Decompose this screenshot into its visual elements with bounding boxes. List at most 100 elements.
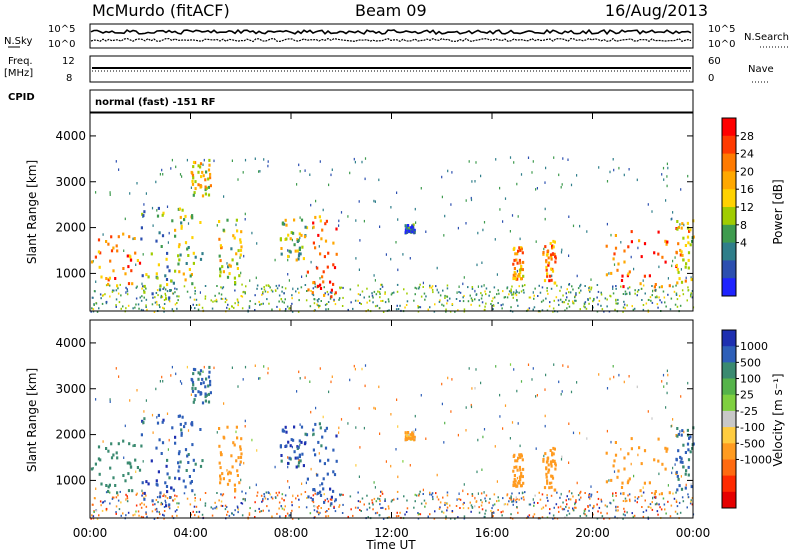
velocity-marks-cell: [497, 509, 499, 511]
power-marks-cell: [304, 169, 306, 172]
power-marks-feature-6-cell: [330, 288, 333, 292]
power-marks-cell: [606, 180, 609, 183]
velocity-marks-feature-6-cell: [326, 472, 329, 476]
velocity-marks-cell: [213, 366, 215, 370]
velocity-marks-feature-9-cell: [547, 456, 550, 460]
power-marks-feature-5-cell: [280, 247, 283, 250]
velocity-marks-cell: [590, 485, 592, 488]
power-marks-feature-4-cell: [238, 274, 241, 278]
power-marks-cell: [501, 307, 503, 310]
velocity-marks-cell: [201, 513, 204, 516]
power-marks-cell: [478, 304, 481, 307]
power-marks-cell: [288, 279, 290, 282]
power-marks-feature-1-cell: [155, 239, 158, 243]
velocity-marks-feature-0-cell: [138, 468, 142, 472]
power-marks-cell: [600, 304, 602, 307]
power-marks-cell: [330, 173, 332, 177]
velocity-marks-cell: [366, 494, 368, 497]
velocity-marks-cell: [367, 516, 369, 519]
power-marks-cell: [201, 306, 204, 309]
power-marks-feature-3-cell: [192, 176, 195, 180]
power-marks-cell: [674, 303, 677, 306]
velocity-marks-cell: [371, 499, 373, 502]
velocity-marks-cell: [95, 398, 97, 401]
power-marks-cell: [656, 295, 658, 298]
power-marks-cell: [598, 166, 600, 169]
power-marks-cell: [690, 292, 692, 295]
power-marks-cell: [179, 173, 182, 176]
velocity-marks-cell: [378, 385, 380, 389]
power-marks-feature-10-cell: [616, 268, 619, 272]
velocity-marks-cell: [469, 501, 471, 504]
power-marks-feature-0-cell: [97, 250, 100, 254]
power-marks-cell: [349, 171, 351, 175]
velocity-marks-feature-5-cell: [297, 464, 300, 468]
power-marks-cell: [417, 305, 419, 307]
velocity-marks-feature-8-cell: [517, 480, 521, 483]
velocity-marks-feature-1-cell: [141, 419, 144, 423]
velocity-marks-feature-3-cell: [204, 392, 207, 396]
velocity-marks-feature-7-cell: [407, 436, 410, 440]
velocity-marks-cell: [349, 495, 352, 498]
velocity-marks-cell: [418, 494, 420, 497]
velocity-marks-feature-11-cell: [688, 436, 691, 440]
velocity-marks-cell: [425, 437, 427, 440]
power-marks-cell: [135, 303, 137, 306]
velocity-marks-cell: [560, 393, 562, 396]
power-marks-feature-4-cell: [222, 228, 225, 232]
power-marks-cell: [211, 307, 214, 310]
velocity-marks-cell: [161, 503, 164, 506]
power-marks-feature-3-cell: [204, 185, 207, 189]
power-marks-feature-4-cell: [219, 244, 222, 248]
power-marks-cell: [340, 211, 343, 214]
power-marks-feature-5-cell: [287, 233, 290, 237]
velocity-marks-cell: [419, 513, 422, 516]
velocity-marks-feature-1-cell: [166, 490, 169, 494]
power-marks-feature-5-cell: [304, 225, 307, 229]
power-marks-feature-10-cell: [623, 260, 626, 264]
power-marks-cell: [658, 265, 660, 269]
power-marks-feature-2-cell: [177, 245, 181, 249]
velocity-marks-feature-11-cell: [676, 427, 679, 430]
velocity-marks-cell: [690, 483, 692, 486]
velocity-marks-cell: [596, 503, 598, 506]
power-marks-cell: [237, 178, 239, 181]
velocity-marks-cell: [237, 511, 239, 514]
velocity-marks-feature-11-cell: [677, 449, 680, 453]
velocity-marks-cell: [127, 511, 130, 514]
power-marks-feature-9-cell: [542, 251, 545, 254]
power-marks-feature-8-cell: [518, 258, 521, 262]
power-marks-cell: [520, 173, 523, 176]
power-marks-feature-10-cell: [617, 262, 620, 266]
velocity-marks-cell: [117, 494, 119, 497]
velocity-marks-feature-0-cell: [110, 456, 114, 460]
power-marks-cell: [671, 217, 673, 221]
power-marks-feature-0-cell: [97, 238, 101, 242]
cpid-text: normal (fast) -151 RF: [95, 97, 216, 108]
velocity-marks-cell: [126, 495, 128, 498]
power-marks-cell: [155, 180, 157, 184]
velocity-marks-feature-2-cell: [187, 453, 190, 456]
velocity-marks-cell: [176, 509, 178, 511]
power-marks-feature-10-cell: [620, 279, 624, 282]
velocity-marks-feature-1-cell: [145, 480, 148, 484]
power-marks-cell: [358, 268, 360, 271]
power-marks-feature-9-cell: [551, 252, 554, 256]
velocity-marks-cell: [441, 382, 443, 386]
power-marks-cell: [319, 160, 321, 163]
power-marks-feature-10-cell: [661, 255, 664, 259]
power-marks-cell: [561, 183, 563, 186]
power-marks-cell: [172, 292, 175, 295]
power-marks-feature-7-cell: [410, 228, 413, 232]
velocity-marks-cell: [156, 416, 158, 419]
power-marks-cell: [157, 294, 159, 297]
power-marks-feature-2-cell: [191, 214, 194, 218]
power-marks-feature-9-cell: [552, 245, 555, 249]
power-marks-cell: [160, 296, 162, 299]
power-marks-cell: [583, 305, 585, 308]
power-marks-cell: [429, 306, 431, 309]
power-marks-feature-9-cell: [553, 240, 556, 244]
power-marks-cell: [477, 285, 479, 288]
cpid-panel-frame: [89, 89, 694, 113]
